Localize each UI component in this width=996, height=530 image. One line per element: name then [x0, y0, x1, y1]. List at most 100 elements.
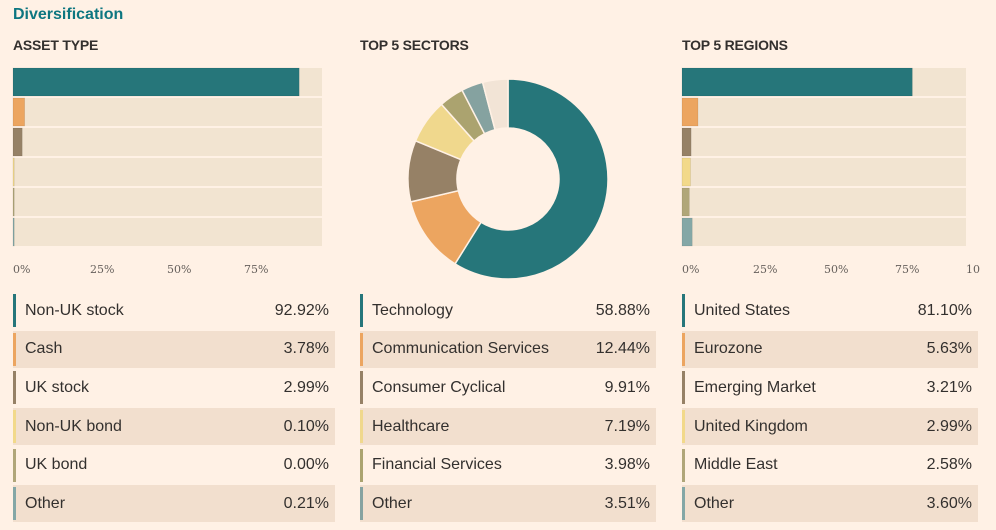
- asset-type-value: 0.10%: [283, 417, 329, 435]
- region-label: Other: [694, 494, 735, 512]
- asset-type-bar-track: [13, 98, 322, 126]
- asset-type-row: Non-UK stock 92.92%: [13, 292, 335, 329]
- region-label: Middle East: [694, 456, 778, 474]
- sector-legend-swatch: [360, 487, 363, 521]
- region-label: United States: [694, 301, 791, 319]
- sector-legend-swatch: [360, 294, 363, 327]
- asset-type-tick-label: 25%: [90, 263, 114, 276]
- regions-heading: TOP 5 REGIONS: [682, 37, 788, 53]
- sector-value: 12.44%: [595, 340, 650, 358]
- sector-row: Technology 58.88%: [360, 292, 656, 329]
- asset-type-legend-swatch: [13, 371, 16, 405]
- asset-type-bar: [12, 97, 25, 127]
- sector-row: Other 3.51%: [360, 485, 656, 523]
- region-label: Eurozone: [694, 340, 763, 358]
- region-legend-swatch: [682, 371, 685, 405]
- asset-type-tick-label: 0%: [13, 263, 30, 276]
- region-tick-label: 10: [966, 263, 980, 276]
- sector-slice: [454, 78, 609, 280]
- region-bar-track: [682, 218, 966, 246]
- region-row: Eurozone 5.63%: [682, 330, 978, 368]
- asset-type-row: UK stock 2.99%: [13, 369, 335, 406]
- region-value: 81.10%: [917, 301, 972, 319]
- sector-value: 3.98%: [604, 456, 650, 474]
- asset-type-row: Cash 3.78%: [13, 330, 335, 368]
- sector-label: Technology: [372, 301, 453, 319]
- region-tick-label: 0%: [682, 263, 699, 276]
- regions-table: United States 81.10% Eurozone 5.63% Emerging…: [682, 292, 978, 524]
- region-row: United Kingdom 2.99%: [682, 408, 978, 446]
- region-legend-swatch: [682, 410, 685, 444]
- sector-label: Communication Services: [372, 340, 549, 358]
- region-bar-track: [682, 188, 966, 216]
- asset-type-value: 2.99%: [283, 378, 329, 396]
- sector-row: Healthcare 7.19%: [360, 408, 656, 446]
- section-title: Diversification: [13, 6, 124, 23]
- region-row: Other 3.60%: [682, 485, 978, 523]
- sector-legend-swatch: [360, 332, 363, 366]
- region-value: 3.60%: [926, 494, 972, 512]
- sectors-heading: TOP 5 SECTORS: [360, 37, 469, 53]
- region-bar: [681, 187, 690, 217]
- asset-type-row: Other 0.21%: [13, 485, 335, 523]
- sector-slice: [407, 139, 462, 203]
- asset-type-label: UK stock: [25, 378, 90, 396]
- region-tick-label: 50%: [824, 263, 848, 276]
- region-tick-label: 25%: [753, 263, 777, 276]
- region-bar: [681, 157, 691, 187]
- region-bar-track: [682, 128, 966, 156]
- asset-type-bar-track: [13, 158, 322, 186]
- sector-value: 9.91%: [604, 378, 650, 396]
- region-label: Emerging Market: [694, 378, 816, 396]
- region-legend-swatch: [682, 332, 685, 366]
- sector-row: Financial Services 3.98%: [360, 447, 656, 484]
- asset-type-heading: ASSET TYPE: [13, 37, 99, 53]
- asset-type-label: Cash: [25, 340, 63, 358]
- region-row: United States 81.10%: [682, 292, 978, 329]
- asset-type-bar: [12, 127, 23, 157]
- sector-value: 7.19%: [604, 417, 650, 435]
- region-tick-label: 75%: [895, 263, 919, 276]
- region-bar-track: [682, 98, 966, 126]
- sector-value: 3.51%: [604, 494, 650, 512]
- region-value: 2.58%: [926, 456, 972, 474]
- asset-type-bar: [12, 67, 300, 97]
- region-legend-swatch: [682, 487, 685, 521]
- asset-type-legend-swatch: [13, 410, 16, 444]
- asset-type-bar-track: [13, 68, 322, 96]
- region-value: 2.99%: [926, 417, 972, 435]
- asset-type-bar: [12, 157, 15, 187]
- sector-legend-swatch: [360, 371, 363, 405]
- region-bar: [681, 97, 699, 127]
- asset-type-bar-track: [13, 218, 322, 246]
- sector-slice: [414, 103, 476, 161]
- asset-type-label: Non-UK bond: [25, 417, 122, 435]
- asset-type-bar: [12, 217, 15, 247]
- asset-type-legend-swatch: [13, 487, 16, 521]
- asset-type-bar-track: [13, 128, 322, 156]
- sector-row: Consumer Cyclical 9.91%: [360, 369, 656, 406]
- region-bar-track: [682, 68, 966, 96]
- asset-type-tick-label: 50%: [167, 263, 191, 276]
- sector-label: Consumer Cyclical: [372, 378, 506, 396]
- asset-type-value: 0.00%: [283, 456, 329, 474]
- asset-type-tick-label: 75%: [244, 263, 268, 276]
- region-bar: [681, 127, 692, 157]
- asset-type-legend-swatch: [13, 294, 16, 327]
- asset-type-value: 0.21%: [283, 494, 329, 512]
- asset-type-bar-track: [13, 188, 322, 216]
- region-legend-swatch: [682, 294, 685, 327]
- asset-type-table: Non-UK stock 92.92% Cash 3.78% UK stock 2.99%…: [13, 292, 335, 524]
- sector-label: Healthcare: [372, 417, 450, 435]
- sector-label: Other: [372, 494, 413, 512]
- sector-legend-swatch: [360, 410, 363, 444]
- asset-type-label: Non-UK stock: [25, 301, 124, 319]
- region-bar: [681, 217, 693, 247]
- sector-row: Communication Services 12.44%: [360, 330, 656, 368]
- region-row: Middle East 2.58%: [682, 447, 978, 484]
- sector-label: Financial Services: [372, 456, 502, 474]
- asset-type-label: Other: [25, 494, 66, 512]
- sector-slice: [461, 81, 496, 135]
- region-bar-track: [682, 158, 966, 186]
- region-legend-swatch: [682, 448, 685, 482]
